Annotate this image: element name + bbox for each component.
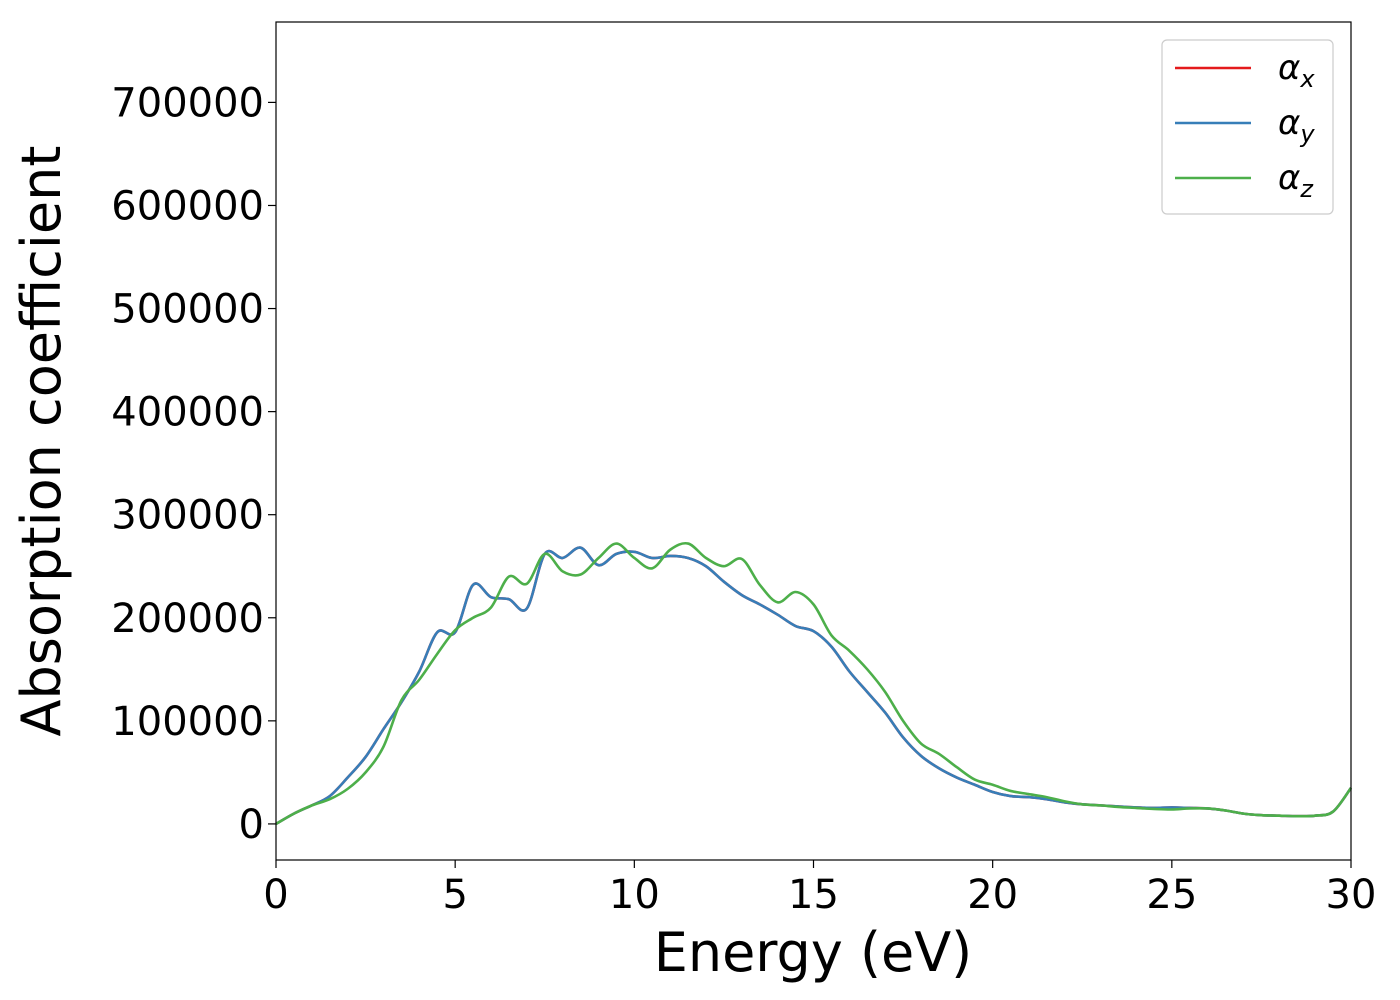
x-axis: 0 5 10 15 20 25 30	[263, 860, 1376, 918]
series-line-alpha-z	[275, 541, 1353, 826]
x-tick-label: 30	[1326, 872, 1377, 918]
plot-frame	[275, 21, 1352, 861]
x-tick-label: 20	[967, 872, 1018, 918]
x-tick-label: 25	[1146, 872, 1197, 918]
y-tick-label: 200000	[111, 596, 264, 642]
y-tick-label: 600000	[111, 183, 264, 229]
y-axis-label: Absorption coefficient	[10, 146, 73, 737]
legend-label-y: αy	[1278, 103, 1315, 148]
y-tick-label: 300000	[111, 493, 264, 539]
x-tick-label: 5	[442, 872, 467, 918]
legend: αx αy αz	[1161, 39, 1334, 215]
y-tick-label: 0	[239, 802, 264, 848]
series-line-alpha-x	[275, 546, 1353, 826]
legend-label-x: αx	[1278, 48, 1315, 93]
x-tick-label: 0	[263, 872, 288, 918]
y-tick-label: 100000	[111, 699, 264, 745]
x-axis-label: Energy (eV)	[654, 921, 973, 984]
y-axis: 0 100000 200000 300000 400000 500000 600000 700…	[111, 80, 276, 848]
series-line-alpha-y	[275, 546, 1353, 826]
y-tick-label: 700000	[111, 80, 264, 126]
y-tick-label: 400000	[111, 390, 264, 436]
legend-label-z: αz	[1278, 158, 1314, 203]
x-tick-label: 15	[788, 872, 839, 918]
y-tick-label: 500000	[111, 287, 264, 333]
x-tick-label: 10	[609, 872, 660, 918]
plot-lines	[275, 541, 1353, 826]
